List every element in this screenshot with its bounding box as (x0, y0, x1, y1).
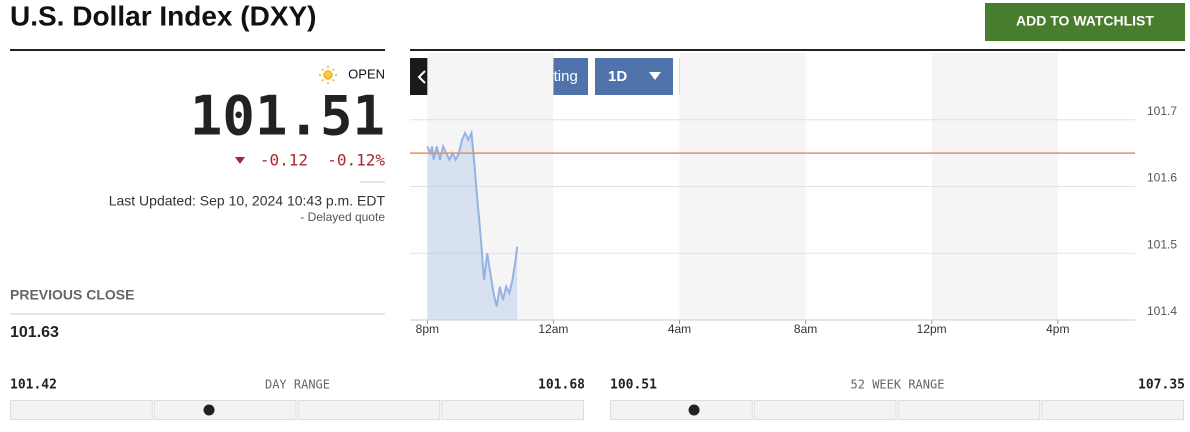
price-change: -0.12 (260, 151, 308, 170)
down-arrow (235, 157, 245, 164)
range-high: 107.35 (1138, 378, 1185, 393)
x-tick-label: 12am (538, 322, 568, 336)
range-low: 100.51 (610, 378, 657, 393)
line (426, 129, 519, 307)
range-segment (153, 400, 297, 420)
y-tick-label: 101.7 (1147, 104, 1177, 118)
interval-label[interactable]: 1D (608, 68, 627, 85)
range-high: 101.68 (538, 378, 585, 393)
market-status: OPEN (348, 66, 385, 81)
range-segment (897, 400, 1041, 420)
x-tick-label: 8am (794, 322, 817, 336)
rule (410, 49, 1185, 51)
range-marker (688, 404, 700, 416)
range-segment (610, 400, 753, 420)
x-tick-label: 12pm (917, 322, 947, 336)
watchlist-label[interactable]: ADD TO WATCHLIST (1016, 13, 1154, 29)
rule (10, 49, 385, 51)
range-label: 52 WEEK RANGE (851, 378, 945, 392)
price-change-percent: -0.12% (327, 151, 385, 170)
delayed-note: - Delayed quote (300, 210, 385, 224)
range-segment (10, 400, 153, 420)
last-updated: Last Updated: Sep 10, 2024 10:43 p.m. ED… (109, 193, 386, 209)
price: 101.51 (190, 85, 385, 148)
sun-icon (319, 66, 337, 84)
previous-close-label: PREVIOUS CLOSE (10, 287, 134, 303)
range-label: DAY RANGE (265, 378, 330, 392)
x-tick-label: 8pm (416, 322, 439, 336)
interval-dropdown[interactable] (595, 58, 673, 95)
range-segment (441, 400, 584, 420)
previous-close-value: 101.63 (10, 324, 59, 341)
watchlist-button[interactable] (985, 3, 1185, 41)
range-low: 101.42 (10, 378, 57, 393)
range-segment (1041, 400, 1184, 420)
range-segment (297, 400, 441, 420)
dropdown-arrow (649, 72, 661, 80)
y-tick-label: 101.5 (1147, 237, 1177, 251)
y-tick-label: 101.6 (1147, 171, 1177, 185)
range-segment (753, 400, 897, 420)
y-tick-label: 101.4 (1147, 304, 1177, 318)
range-marker (203, 404, 215, 416)
chart: 101.4 101.5 101.6 101.7 8pm 12am 4am 8am 12pm 4pm (410, 53, 1177, 336)
x-tick-label: 4pm (1046, 322, 1069, 336)
area (427, 133, 518, 320)
chevron-icon (417, 70, 426, 84)
page-title: U.S. Dollar Index (DXY) (10, 0, 317, 31)
x-tick-label: 4am (668, 322, 691, 336)
